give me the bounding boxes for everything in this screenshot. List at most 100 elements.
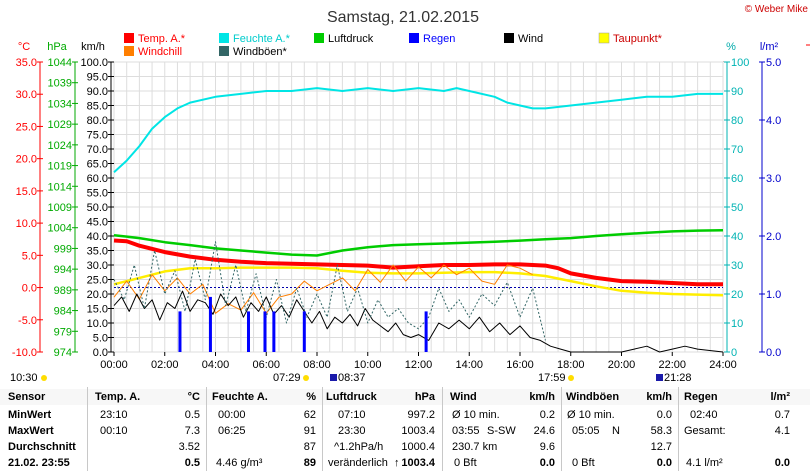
x-tick-label: 12:00 [405,359,433,371]
wind-axis-tick-label: 65.0 [87,159,108,171]
wind-axis-tick-label: 5.0 [93,333,108,345]
hdr-humidity: Feuchte A. [212,391,268,403]
wind-axis-tick-label: 20.0 [87,289,108,301]
rain-axis-tick-label: 0.0 [766,347,781,359]
moonrise-time: 21:28 [664,372,692,384]
wind-axis-tick-label: 85.0 [87,101,108,113]
rain-bar [246,311,250,352]
legend-label-temp: Temp. A.* [138,33,186,45]
legend-swatch-gust [219,46,229,56]
pressure-axis-tick-label: 1024 [48,140,72,152]
max-hum-time: 06:25 [218,425,246,437]
temp-axis-tick-label: 0.0 [22,283,37,295]
humidity-axis-tick-label: 0 [731,347,737,359]
temp-axis-unit: °C [18,41,30,53]
x-tick-label: 04:00 [202,359,230,371]
avg-press: 1000.4 [401,441,435,453]
min-wind-label: Ø 10 min. [452,409,500,421]
rain-bar [178,311,182,352]
avg-wind: 9.6 [539,441,555,453]
max-label: MaxWert [8,425,54,437]
avg-label: Durchschnitt [8,441,76,453]
x-tick-label: 20:00 [608,359,636,371]
humidity-axis-tick-label: 70 [731,144,743,156]
legend-swatch-dewpoint [598,32,610,44]
wind-axis-tick-label: 15.0 [87,304,108,316]
legend-label-windchill: Windchill [138,46,182,58]
hdr-pressure: Luftdruck [326,391,377,403]
hdr-pressure-unit: hPa [414,391,435,403]
pressure-axis-tick-label: 1034 [48,98,72,110]
min-gust-label: Ø 10 min. [567,409,615,421]
rain-bar [272,311,276,352]
rain-axis-tick-label: 4.0 [766,115,781,127]
legend-label-gust: Windböen* [233,46,288,58]
max-gust-time: 05:05 [572,425,600,437]
x-tick-label: 00:00 [100,359,128,371]
current-temp: 0.5 [184,457,200,469]
max-temp: 7.3 [184,425,200,437]
current-press: 1003.4 [401,457,435,469]
pressure-axis-tick-label: 999 [54,243,72,255]
min-temp: 0.5 [184,409,200,421]
hdr-temp-unit: °C [187,391,200,403]
humidity-axis-tick-label: 50 [731,202,743,214]
max-hum: 91 [303,425,316,437]
current-gust-label: 0 Bft [572,457,595,469]
avg-press-label: ^1.2hPa/h [334,441,384,453]
pressure-axis-unit: hPa [47,41,67,53]
temp-axis-tick-label: -10.0 [12,347,37,359]
last-update-time: 10:30 [10,372,38,384]
min-press-time: 07:10 [338,409,366,421]
sunrise-icon [303,375,309,381]
min-hum-time: 00:00 [218,409,246,421]
x-tick-label: 16:00 [506,359,534,371]
current-wind-label: 0 Bft [454,457,477,469]
max-press: 1003.4 [401,425,435,437]
series-line-temp-a [113,238,723,287]
chart-title: Samstag, 21.02.2015 [327,9,479,26]
wind-axis-tick-label: 55.0 [87,188,108,200]
temp-axis-tick-label: 30.0 [16,89,37,101]
series-line-luftdruck [113,228,724,257]
hdr-rain-unit: l/m² [770,391,790,403]
rain-axis-tick-label: 3.0 [766,173,781,185]
wind-axis-tick-label: 45.0 [87,217,108,229]
pressure-axis-tick-label: 1029 [48,119,72,131]
x-tick-label: 10:00 [354,359,382,371]
humidity-axis-tick-label: 40 [731,231,743,243]
wind-axis-tick-label: 35.0 [87,246,108,258]
humidity-axis-tick-label: 80 [731,115,743,127]
x-tick-label: 02:00 [151,359,179,371]
wind-axis-tick-label: 50.0 [87,202,108,214]
x-tick-label: 08:00 [303,359,331,371]
rain-axis-tick-label: 2.0 [766,231,781,243]
max-wind: 24.6 [533,425,555,437]
current-hum: 89 [303,457,316,469]
moonrise-icon [656,374,663,381]
min-temp-time: 23:10 [100,409,128,421]
moonset-time: 08:37 [338,372,366,384]
sunrise-time: 07:29 [273,372,301,384]
min-wind: 0.2 [539,409,555,421]
avg-gust: 12.7 [650,441,672,453]
min-hum: 62 [303,409,316,421]
current-press-trend: veränderlich [328,457,388,469]
hdr-humidity-unit: % [306,391,316,403]
wind-axis-tick-label: 10.0 [87,318,108,330]
avg-wind-label: 230.7 km [452,441,498,453]
sun-icon [41,375,47,381]
max-temp-time: 00:10 [100,425,128,437]
legend-label-wind: Wind [518,33,543,45]
rain-axis-tick-label: 1.0 [766,289,781,301]
x-tick-label: 18:00 [557,359,585,371]
current-rain: 0.0 [774,457,790,469]
rain-bar [263,311,267,352]
legend-swatch-wind [504,33,514,43]
temp-axis-tick-label: 25.0 [16,121,37,133]
copyright: © Weber Mike [745,4,809,15]
min-gust: 0.0 [656,409,672,421]
max-rain-label: Gesamt: [684,425,726,437]
hdr-sensor: Sensor [8,391,46,403]
legend: Temp. A.* Feuchte A.* Luftdruck Regen Wi… [124,32,663,58]
